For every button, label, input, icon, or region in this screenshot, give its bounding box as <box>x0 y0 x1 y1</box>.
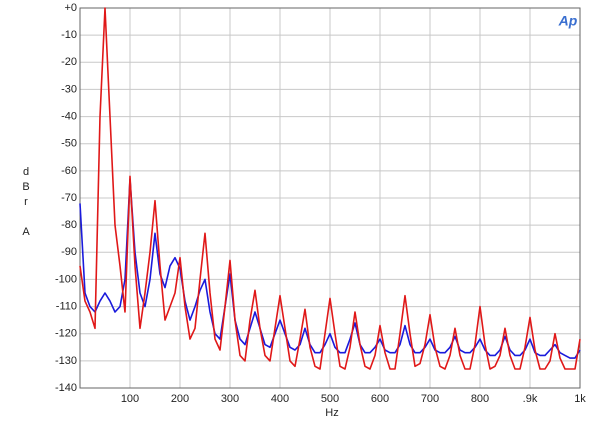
y-tick-label: -120 <box>55 328 77 340</box>
y-tick-label: -90 <box>61 246 77 258</box>
x-tick-label: 800 <box>471 393 489 405</box>
x-tick-label: 200 <box>171 393 189 405</box>
x-tick-label: 500 <box>321 393 339 405</box>
plot-frame <box>79 7 581 389</box>
x-tick-label: .9k <box>523 393 538 405</box>
y-tick-label: -40 <box>61 110 77 122</box>
y-tick-label: -20 <box>61 56 77 68</box>
x-tick-label: 100 <box>121 393 139 405</box>
series-line <box>79 178 581 359</box>
x-tick-label: 300 <box>221 393 239 405</box>
y-tick-label: -10 <box>61 29 77 41</box>
x-tick-label: 700 <box>421 393 439 405</box>
y-tick-label: -70 <box>61 192 77 204</box>
y-tick-label: -30 <box>61 83 77 95</box>
y-tick-label: -60 <box>61 165 77 177</box>
series-line <box>79 7 581 370</box>
y-tick-label: -140 <box>55 382 77 394</box>
y-tick-label: +0 <box>64 2 77 14</box>
x-tick-label: 400 <box>271 393 289 405</box>
y-tick-label: -80 <box>61 219 77 231</box>
y-tick-label: -100 <box>55 273 77 285</box>
logo: Ap <box>558 13 578 29</box>
x-tick-label: 1k <box>574 393 586 405</box>
y-tick-label: -110 <box>56 300 77 312</box>
y-tick-label: -130 <box>55 355 77 367</box>
y-tick-label: -50 <box>61 138 77 150</box>
x-axis-label: Hz <box>325 407 338 419</box>
x-tick-label: 600 <box>371 393 389 405</box>
